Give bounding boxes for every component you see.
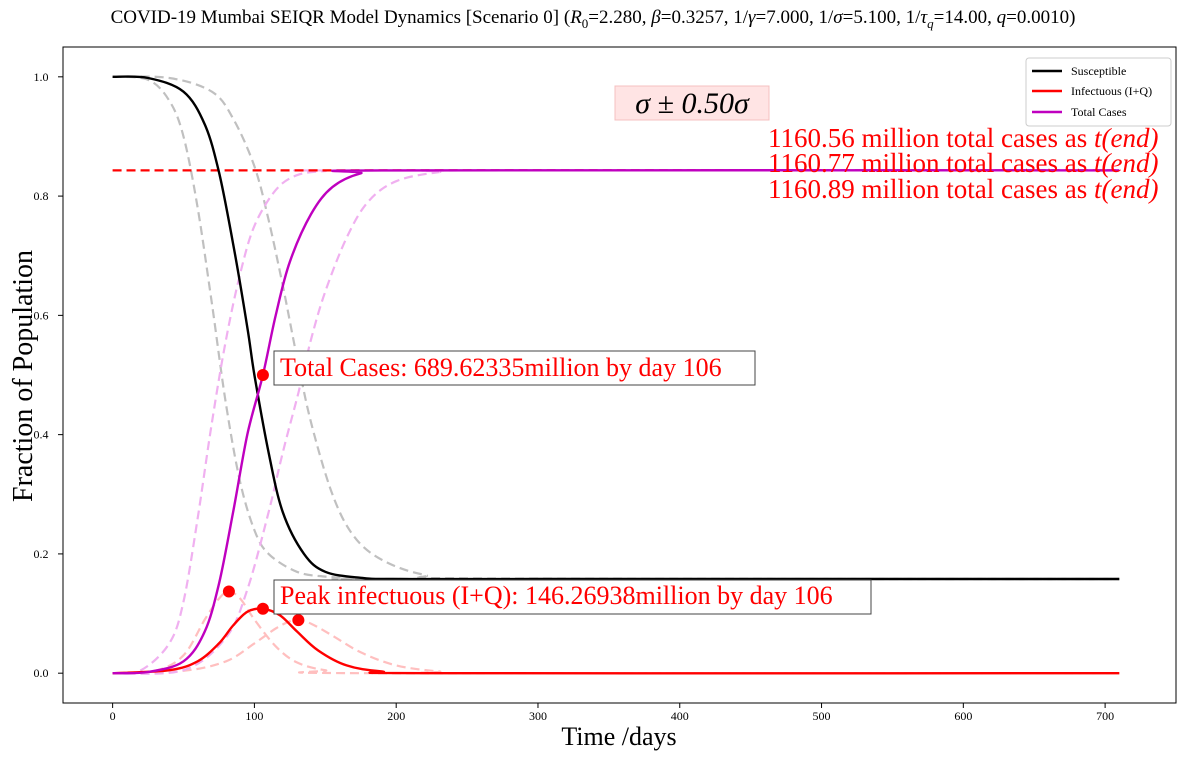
x-axis-label: Time /days xyxy=(561,722,676,751)
y-tick-label: 0.8 xyxy=(34,189,49,203)
x-tick-label: 600 xyxy=(954,709,972,723)
sigma-box xyxy=(614,85,770,121)
series-line-infectuous-0-50 xyxy=(112,618,1120,675)
y-tick-label: 0.0 xyxy=(34,666,49,680)
series-line-susceptible-0-50 xyxy=(112,75,1120,581)
total-cases-text: Total Cases: 689.62335million by day 106 xyxy=(280,353,722,382)
x-tick-label: 0 xyxy=(110,709,116,723)
y-tick-label: 0.6 xyxy=(34,308,49,322)
axis-ticks: 0 100 200 300 400 500 600 700 0.0 0.2 0.4 0.6 0.8 1.0 xyxy=(34,70,1115,723)
peak-annotation: Peak infectuous (I+Q): 146.26938million … xyxy=(273,579,872,615)
data-marker xyxy=(256,602,269,615)
end-cases-text-1: 1160.56 million total cases as t(end) xyxy=(768,123,1158,153)
sigma-annotation: σ ± 0.50σ xyxy=(614,85,770,121)
chart-title: COVID-19 Mumbai SEIQR Model Dynamics [Sc… xyxy=(111,7,1076,31)
legend-label-susceptible: Susceptible xyxy=(1071,64,1126,78)
series-line-total-cases xyxy=(112,169,1120,675)
peak-box xyxy=(273,579,872,615)
markers-group xyxy=(222,369,305,627)
legend: Susceptible Infectuous (I+Q) Total Cases xyxy=(1025,57,1172,127)
x-tick-label: 700 xyxy=(1096,709,1114,723)
data-marker xyxy=(292,614,305,627)
x-tick-label: 100 xyxy=(245,709,263,723)
x-tick-label: 500 xyxy=(813,709,831,723)
total-cases-box xyxy=(273,350,756,386)
legend-box xyxy=(1025,57,1172,127)
series-group xyxy=(112,75,1120,675)
peak-text: Peak infectuous (I+Q): 146.26938million … xyxy=(280,581,833,610)
end-cases-text-2: 1160.77 million total cases as t(end) xyxy=(768,148,1158,178)
data-marker xyxy=(222,585,235,598)
series-line-infectuous-i-q xyxy=(112,607,1120,675)
legend-label-infectious: Infectuous (I+Q) xyxy=(1071,84,1152,98)
y-tick-label: 1.0 xyxy=(34,70,49,84)
y-tick-label: 0.4 xyxy=(34,428,49,442)
x-tick-label: 200 xyxy=(387,709,405,723)
total-cases-annotation: Total Cases: 689.62335million by day 106 xyxy=(273,350,756,386)
sigma-text: σ ± 0.50σ xyxy=(635,87,750,120)
x-tick-label: 300 xyxy=(529,709,547,723)
end-cases-annotations: 1160.56 million total cases as t(end) 11… xyxy=(768,123,1158,204)
x-tick-label: 400 xyxy=(671,709,689,723)
series-line-susceptible xyxy=(112,75,1120,581)
end-cases-text-3: 1160.89 million total cases as t(end) xyxy=(768,174,1158,204)
data-marker xyxy=(256,369,269,381)
y-axis-label: Fraction of Population xyxy=(8,250,39,502)
y-tick-label: 0.2 xyxy=(34,547,49,561)
legend-label-total-cases: Total Cases xyxy=(1071,105,1127,119)
